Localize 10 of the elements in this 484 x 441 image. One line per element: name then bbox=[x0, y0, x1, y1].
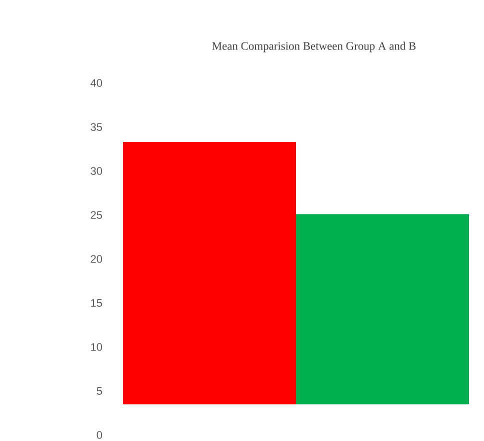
chart-title: Mean Comparision Between Group A and B bbox=[212, 42, 416, 52]
y-tick-label: 0 bbox=[96, 431, 102, 439]
y-tick-label: 35 bbox=[90, 123, 102, 131]
y-tick-label: 10 bbox=[91, 343, 102, 351]
y-tick-label: 25 bbox=[90, 211, 102, 219]
y-tick-label: 30 bbox=[90, 167, 102, 175]
y-tick-label: 20 bbox=[90, 255, 102, 263]
y-tick-label: 40 bbox=[90, 79, 102, 87]
y-tick-label: 5 bbox=[96, 387, 102, 395]
y-tick-label: 15 bbox=[91, 299, 102, 307]
